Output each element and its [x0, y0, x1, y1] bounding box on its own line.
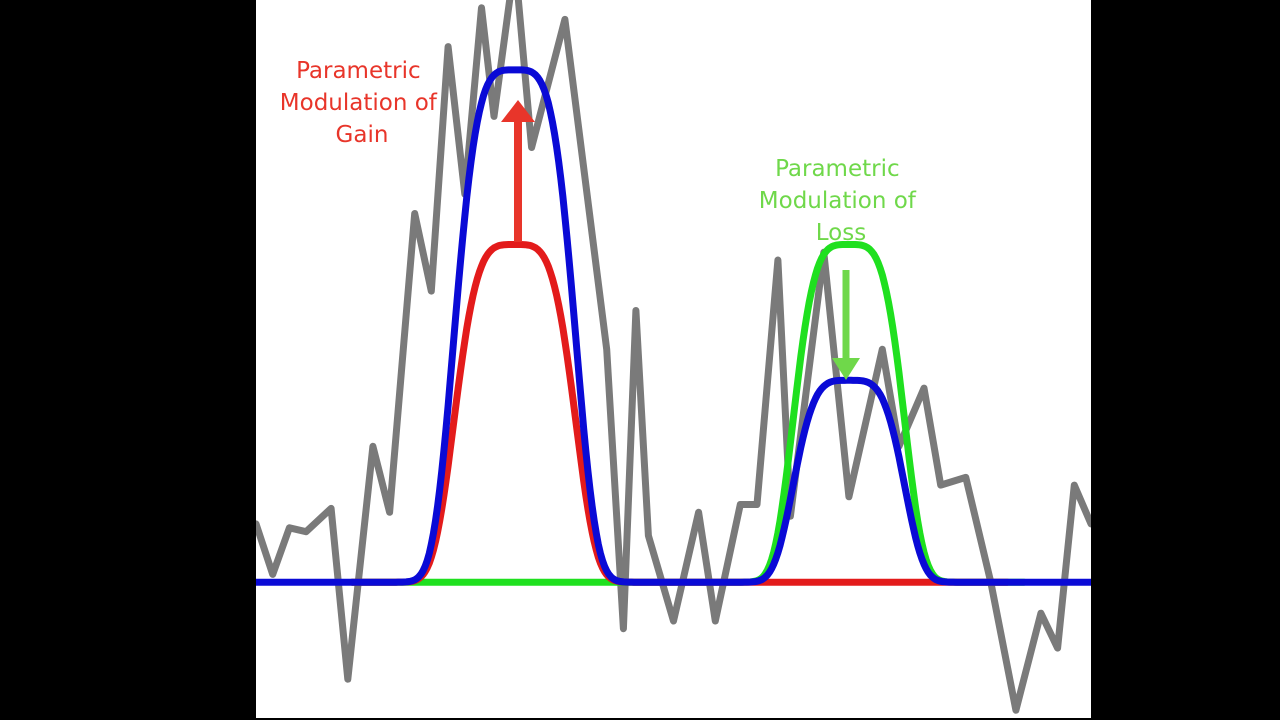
loss-label-line-1: Parametric: [775, 156, 900, 182]
gain-label-line-3: Gain: [336, 122, 389, 148]
loss-label-line-2: Modulation of: [759, 188, 917, 214]
gain-arrow: [501, 100, 535, 242]
modulated-curve-line: [256, 66, 1091, 586]
gain-label-line-1: Parametric: [296, 58, 421, 84]
signal-plot: Parametric Modulation of Gain Parametric…: [256, 0, 1091, 714]
gain-label: Parametric Modulation of Gain: [280, 58, 444, 148]
loss-arrow: [832, 270, 860, 380]
noisy-signal-line: [256, 0, 1091, 714]
curves-layer: [256, 0, 1091, 714]
loss-arrow-head: [832, 358, 860, 380]
gain-label-line-2: Modulation of: [280, 90, 438, 116]
loss-label-line-3: Loss: [816, 220, 866, 246]
gain-arrow-head: [501, 100, 535, 122]
figure-panel: Parametric Modulation of Gain Parametric…: [256, 0, 1091, 718]
loss-label: Parametric Modulation of Loss: [759, 156, 923, 246]
